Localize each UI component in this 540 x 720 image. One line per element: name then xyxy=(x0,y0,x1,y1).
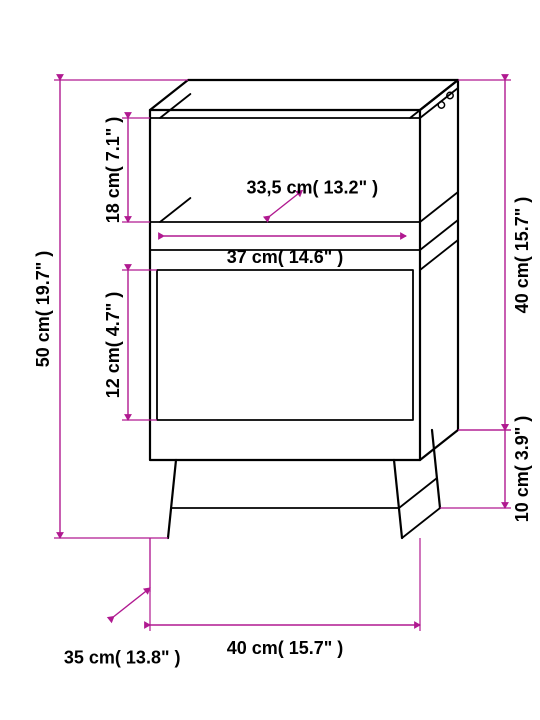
svg-text:12 cm( 4.7" ): 12 cm( 4.7" ) xyxy=(103,292,123,399)
cabinet-outline xyxy=(150,80,458,538)
svg-text:40 cm( 15.7" ): 40 cm( 15.7" ) xyxy=(512,197,532,314)
svg-text:40 cm( 15.7" ): 40 cm( 15.7" ) xyxy=(227,638,344,658)
svg-text:37 cm( 14.6" ): 37 cm( 14.6" ) xyxy=(227,247,344,267)
svg-text:50 cm( 19.7" ): 50 cm( 19.7" ) xyxy=(33,251,53,368)
dimension-diagram: 50 cm( 19.7" ) 18 cm( 7.1" ) 12 cm( 4.7" )… xyxy=(0,0,540,720)
svg-text:10 cm( 3.9" ): 10 cm( 3.9" ) xyxy=(512,416,532,523)
svg-text:33,5 cm( 13.2" ): 33,5 cm( 13.2" ) xyxy=(246,177,378,197)
svg-text:18 cm( 7.1" ): 18 cm( 7.1" ) xyxy=(103,117,123,224)
svg-text:35 cm( 13.8" ): 35 cm( 13.8" ) xyxy=(64,647,181,667)
